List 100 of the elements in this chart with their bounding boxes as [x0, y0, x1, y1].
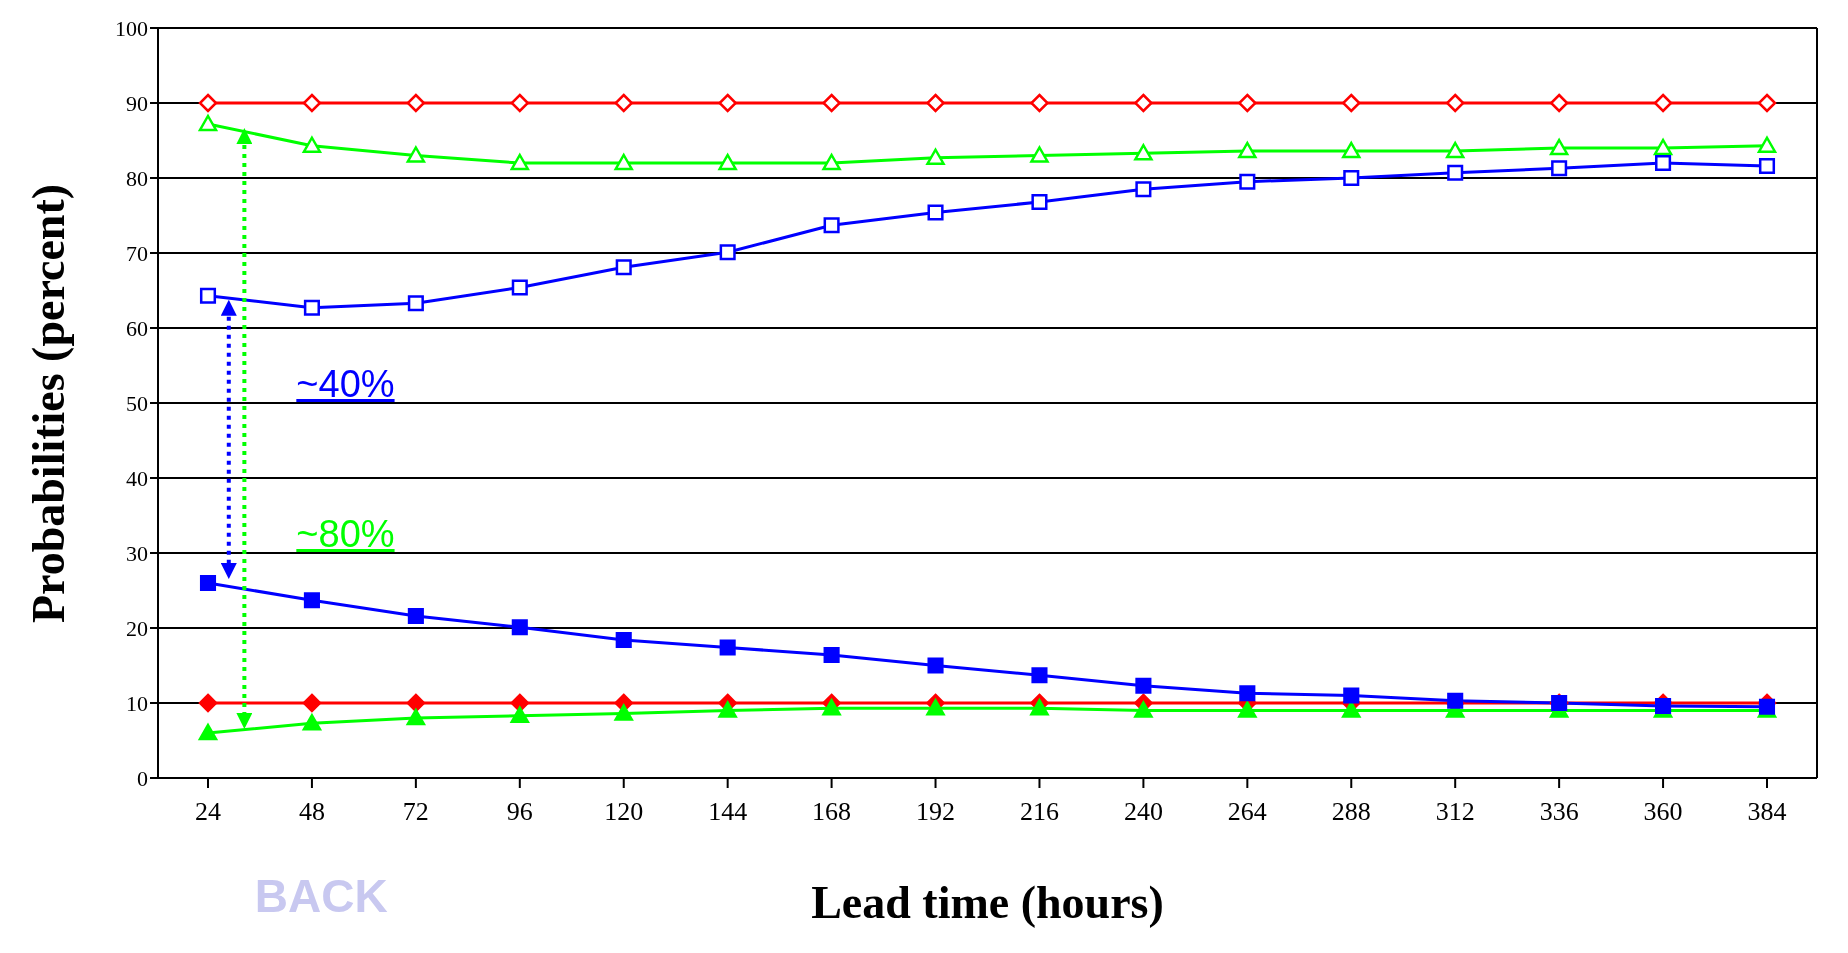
point [719, 244, 736, 261]
point [303, 299, 320, 316]
point [927, 204, 944, 221]
point [1030, 146, 1049, 163]
x-axis-title: Lead time (hours) [811, 877, 1164, 928]
point [1447, 164, 1464, 181]
y-tick-label: 70 [126, 240, 148, 266]
x-tick-label: 216 [1019, 797, 1059, 827]
point [822, 93, 841, 113]
point [1134, 93, 1153, 113]
point [198, 693, 218, 713]
x-tick-label: 168 [812, 797, 852, 827]
x-tick-label: 360 [1643, 797, 1683, 827]
y-tick-label: 80 [126, 165, 148, 191]
point [1757, 136, 1777, 153]
point [1445, 141, 1465, 159]
point [1653, 93, 1673, 113]
point [510, 93, 530, 113]
point [1343, 169, 1360, 187]
point [1758, 157, 1776, 175]
point [1134, 144, 1153, 161]
y-tick-label: 0 [137, 765, 148, 791]
point [303, 592, 320, 609]
point [1447, 692, 1464, 709]
annotation: ~40% [296, 363, 395, 405]
point [822, 699, 841, 716]
point [614, 704, 633, 721]
point [1134, 701, 1153, 718]
point [927, 657, 944, 674]
point [1343, 687, 1360, 704]
point [1030, 93, 1049, 113]
point [1549, 138, 1569, 156]
point [1135, 677, 1152, 694]
point [1031, 667, 1048, 684]
y-axis-title: Probabilities (percent) [23, 183, 75, 623]
point [1551, 160, 1568, 177]
point [510, 153, 530, 171]
point [407, 295, 424, 312]
point [1342, 701, 1361, 718]
point [1238, 141, 1257, 159]
point [719, 639, 736, 656]
y-tick-label: 40 [126, 465, 148, 491]
point [406, 93, 426, 113]
point [406, 708, 426, 726]
x-tick-label: 384 [1747, 797, 1787, 827]
point [198, 93, 218, 113]
point [1030, 699, 1049, 716]
point [718, 93, 737, 113]
point [926, 148, 945, 165]
point [822, 153, 841, 171]
point [614, 93, 633, 113]
y-tick-label: 90 [126, 90, 148, 116]
y-tick-label: 30 [126, 540, 148, 566]
x-tick-label: 288 [1331, 797, 1371, 827]
y-tick-label: 20 [126, 615, 148, 641]
point [1549, 93, 1569, 113]
point [614, 153, 633, 171]
point [199, 287, 217, 304]
x-tick-label: 24 [195, 797, 221, 827]
point [1239, 685, 1256, 702]
x-tick-label: 240 [1123, 797, 1163, 827]
x-tick-label: 72 [402, 797, 429, 827]
point [1031, 193, 1048, 211]
point [926, 93, 945, 113]
point [302, 693, 322, 713]
x-tick-label: 96 [506, 797, 533, 827]
point [1342, 141, 1361, 159]
x-tick-label: 48 [298, 797, 325, 827]
y-tick-label: 50 [126, 390, 148, 416]
point [406, 693, 426, 713]
point [1239, 173, 1256, 190]
x-tick-label: 312 [1435, 797, 1475, 827]
point [302, 93, 322, 113]
point [823, 646, 840, 664]
annotation: ~80% [296, 513, 395, 555]
point [1238, 701, 1257, 718]
x-tick-label: 192 [916, 797, 956, 827]
point [1653, 138, 1673, 156]
point [302, 714, 322, 731]
x-tick-label: 144 [708, 797, 748, 827]
x-tick-label: 336 [1539, 797, 1579, 827]
point [199, 574, 217, 592]
point [718, 701, 737, 718]
x-tick-label: 264 [1227, 797, 1267, 827]
point [615, 259, 632, 276]
point [511, 619, 528, 636]
y-tick-label: 100 [115, 15, 148, 41]
point [406, 146, 426, 163]
point [615, 631, 632, 649]
point [1238, 93, 1257, 113]
point [926, 699, 945, 716]
y-tick-label: 60 [126, 315, 148, 341]
point [718, 153, 737, 171]
x-tick-label: 120 [604, 797, 644, 827]
point [198, 114, 218, 132]
point [1445, 93, 1465, 113]
point [1655, 154, 1672, 172]
point [510, 706, 530, 723]
point [198, 723, 218, 741]
point [1342, 93, 1361, 113]
